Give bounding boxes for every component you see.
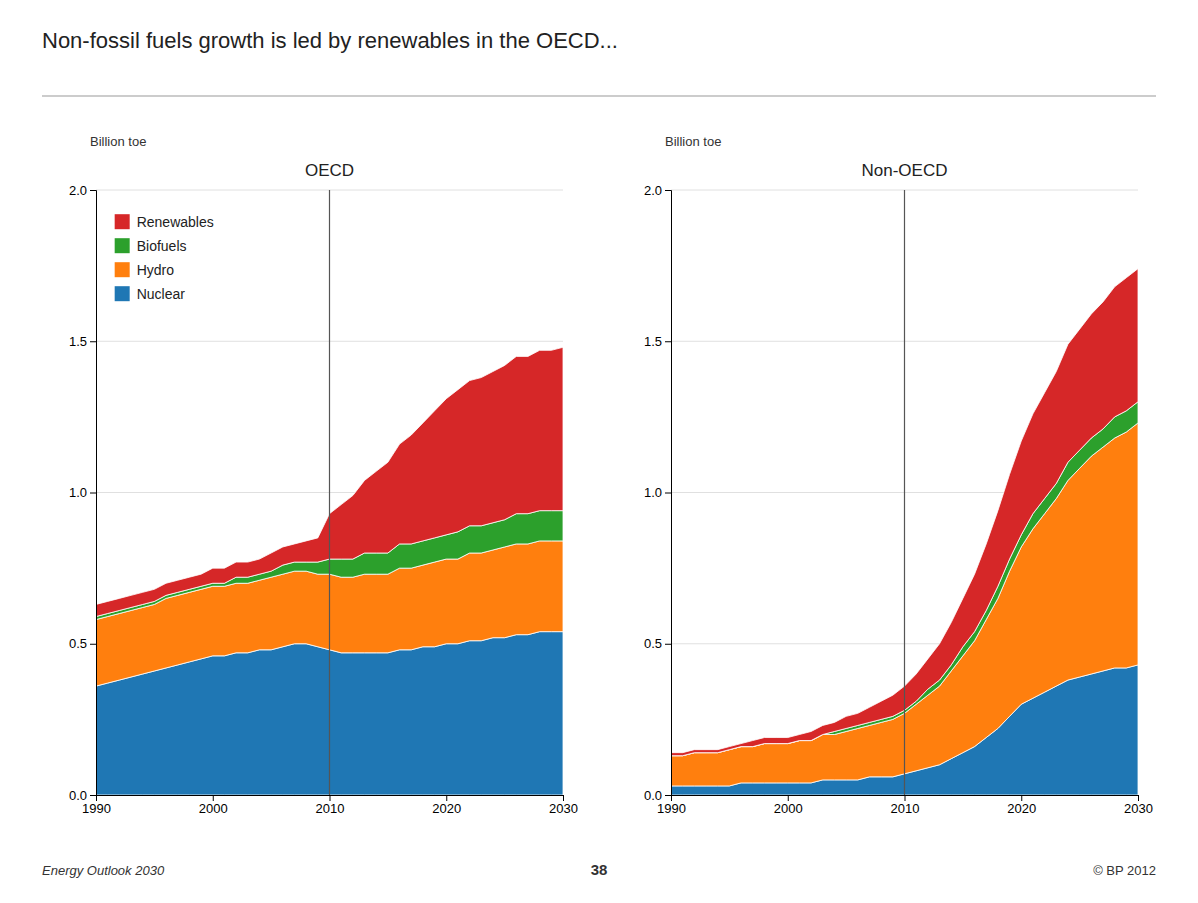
legend-item: Biofuels <box>115 238 187 254</box>
tick-label: 0.5 <box>69 636 87 651</box>
tick-label: 1.5 <box>644 334 662 349</box>
tick-mark <box>665 795 671 796</box>
legend-item: Renewables <box>115 214 214 230</box>
tick-label: 0.5 <box>644 636 662 651</box>
tick-mark <box>330 795 331 801</box>
legend-swatch <box>115 286 130 301</box>
subtitle: OECD <box>305 161 354 180</box>
tick: 0.5 <box>69 636 96 651</box>
tick: 2000 <box>774 795 803 816</box>
tick-label: 1.0 <box>644 485 662 500</box>
tick: 2030 <box>1124 795 1153 816</box>
tick-mark <box>90 795 96 796</box>
tick-mark <box>90 493 96 494</box>
tick-label: 2.0 <box>644 183 662 198</box>
tick: 2020 <box>1007 795 1036 816</box>
tick-label: 2030 <box>1124 801 1153 816</box>
tick: 1.0 <box>69 485 96 500</box>
grid <box>96 190 563 795</box>
tick: 2030 <box>549 795 578 816</box>
legend-swatch <box>115 214 130 229</box>
y-axis: 0.0 0.5 1.0 1.5 2.0 <box>69 183 97 803</box>
tick-label: 1990 <box>82 801 111 816</box>
tick: 0.5 <box>644 636 671 651</box>
tick: 1.0 <box>644 485 671 500</box>
tick-label: 1.5 <box>69 334 87 349</box>
tick-label: 2030 <box>549 801 578 816</box>
tick: 0.0 <box>69 788 96 803</box>
tick: 1.5 <box>69 334 96 349</box>
footer-text: 38 <box>591 861 608 878</box>
reference-line <box>329 190 330 795</box>
tick-mark <box>788 795 789 801</box>
tick-mark <box>665 341 671 342</box>
tick: 2020 <box>432 795 461 816</box>
tick-label: 2000 <box>774 801 803 816</box>
legend-item: Hydro <box>115 262 175 278</box>
legend-item: Nuclear <box>115 286 186 302</box>
tick: 2.0 <box>69 183 96 198</box>
tick-mark <box>213 795 214 801</box>
reference-line <box>904 190 905 795</box>
y-axis: 0.0 0.5 1.0 1.5 2.0 <box>644 183 672 803</box>
separator <box>42 96 1156 97</box>
tick: 2.0 <box>644 183 671 198</box>
legend-swatch <box>115 262 130 277</box>
tick-mark <box>1021 795 1022 801</box>
tick-label: 2010 <box>891 801 920 816</box>
tick-label: 2000 <box>199 801 228 816</box>
tick-mark <box>665 644 671 645</box>
tick-mark <box>90 644 96 645</box>
legend-swatch <box>115 238 130 253</box>
tick: 2010 <box>891 795 920 816</box>
y-axis-title: Billion toe <box>90 134 146 149</box>
tick-mark <box>665 493 671 494</box>
legend-label: Biofuels <box>137 238 187 254</box>
tick-mark <box>446 795 447 801</box>
tick-label: 2010 <box>316 801 345 816</box>
tick-mark <box>563 795 564 801</box>
tick-mark <box>90 190 96 191</box>
axis-line <box>665 191 672 796</box>
tick-label: 1990 <box>657 801 686 816</box>
axis-line <box>90 191 97 796</box>
tick: 0.0 <box>644 788 671 803</box>
tick-label: 0.0 <box>69 788 87 803</box>
legend-label: Renewables <box>137 214 214 230</box>
axis-line <box>97 796 564 802</box>
tick: 1.5 <box>644 334 671 349</box>
legend-label: Nuclear <box>137 286 186 302</box>
footer-text: © BP 2012 <box>1093 863 1156 878</box>
legend-label: Hydro <box>137 262 175 278</box>
tick-label: 1.0 <box>69 485 87 500</box>
chart-root: 1990 2000 2010 2020 2030 0.0 0.5 1.0 1.5 2.0 OECD B… <box>0 0 1198 903</box>
x-axis: 1990 2000 2010 2020 2030 <box>657 795 1153 816</box>
tick: 2000 <box>199 795 228 816</box>
title: Non-fossil fuels growth is led by renewa… <box>42 28 618 53</box>
tick-mark <box>905 795 906 801</box>
tick-label: 2020 <box>1007 801 1036 816</box>
plot-area <box>96 190 563 795</box>
tick-mark <box>665 190 671 191</box>
tick-label: 2020 <box>432 801 461 816</box>
tick-mark <box>90 341 96 342</box>
y-axis-title: Billion toe <box>665 134 721 149</box>
plot-area <box>671 190 1138 795</box>
tick-mark <box>1138 795 1139 801</box>
subtitle: Non-OECD <box>862 161 948 180</box>
grid <box>671 190 1138 795</box>
legend: Renewables Biofuels Hydro Nuclear <box>115 214 214 302</box>
x-axis: 1990 2000 2010 2020 2030 <box>82 795 578 816</box>
tick-label: 0.0 <box>644 788 662 803</box>
tick-label: 2.0 <box>69 183 87 198</box>
panel: 1990 2000 2010 2020 2030 0.0 0.5 1.0 1.5 2.0 Non-O… <box>644 134 1153 816</box>
tick: 2010 <box>316 795 345 816</box>
axis-line <box>672 796 1139 802</box>
panel: 1990 2000 2010 2020 2030 0.0 0.5 1.0 1.5 2.0 OECD B… <box>69 134 578 816</box>
footer-text: Energy Outlook 2030 <box>42 863 165 878</box>
